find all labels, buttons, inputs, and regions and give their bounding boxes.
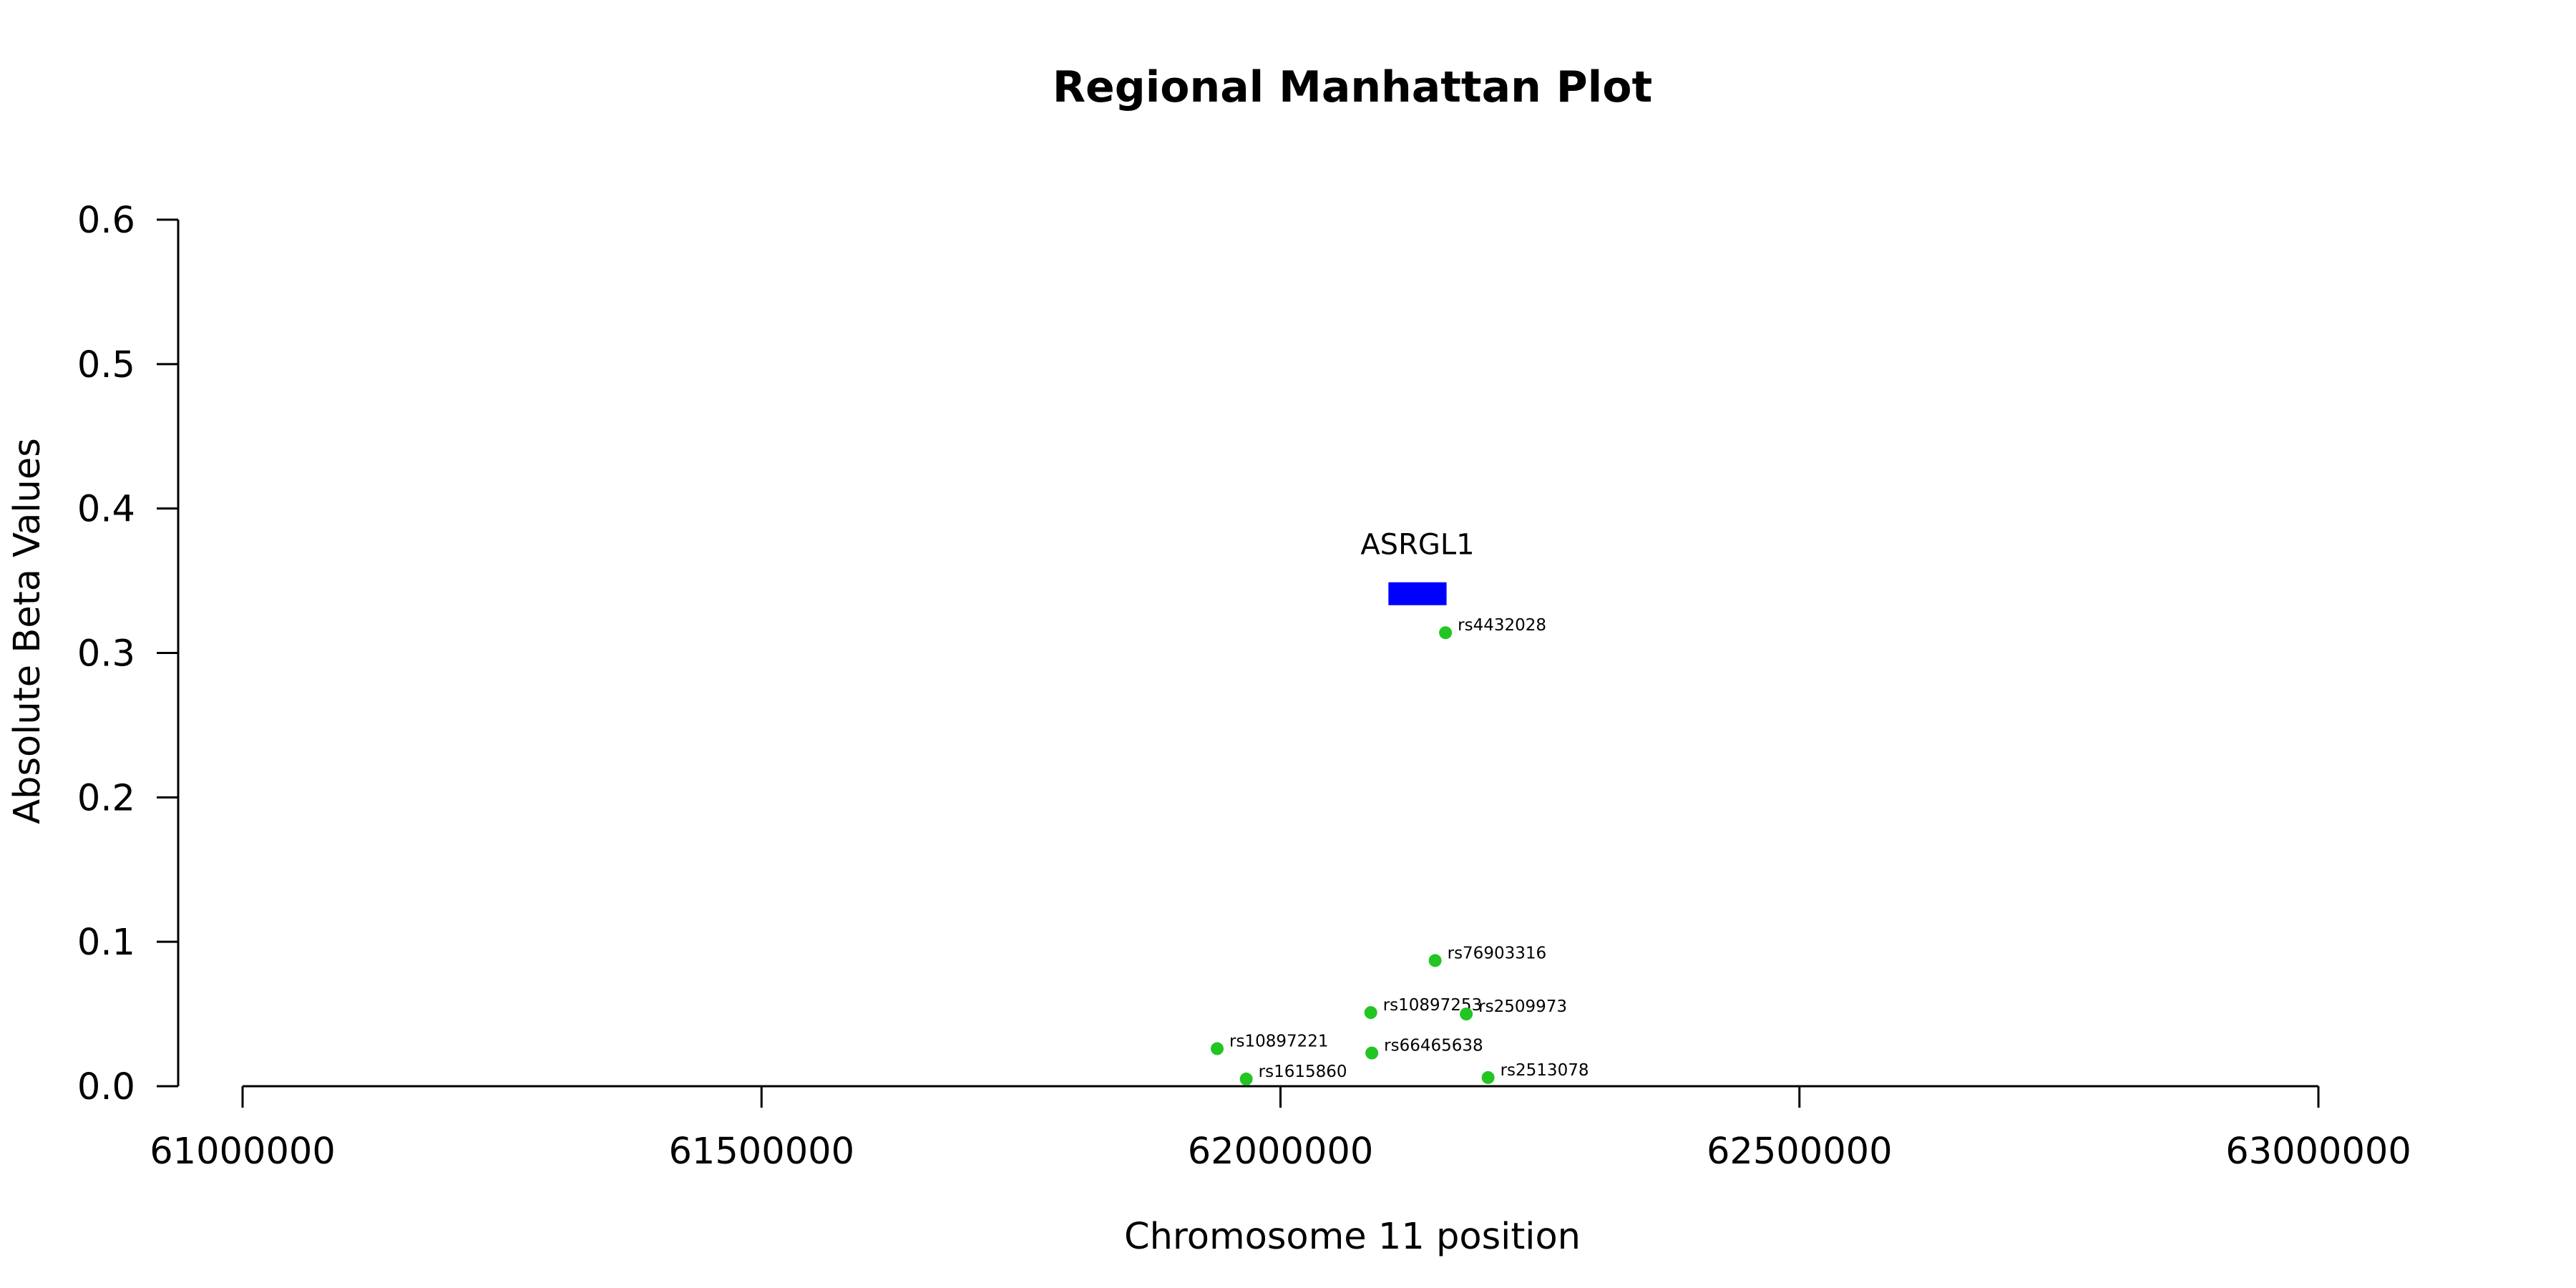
snp-point: [1211, 1042, 1224, 1055]
gene-track: ASRGL1: [1360, 529, 1475, 605]
chart-title: Regional Manhattan Plot: [1053, 62, 1652, 112]
snp-label: rs2509973: [1478, 997, 1567, 1016]
snp-label: rs4432028: [1458, 616, 1546, 635]
x-axis-label: Chromosome 11 position: [1124, 1216, 1581, 1258]
snp-label: rs1615860: [1259, 1063, 1347, 1081]
x-tick-label: 61000000: [150, 1131, 336, 1173]
snp-label: rs10897221: [1229, 1033, 1329, 1051]
snp-point: [1239, 1072, 1253, 1085]
y-tick-label: 0.5: [77, 344, 135, 386]
gene-bar: [1388, 582, 1447, 605]
y-axis: 0.0 0.1 0.2 0.3 0.4 0.5 0.6: [77, 200, 180, 1108]
snp-label: rs66465638: [1384, 1037, 1483, 1055]
x-tick-label: 62000000: [1188, 1131, 1374, 1173]
y-tick-label: 0.6: [77, 200, 135, 242]
snp-point: [1428, 954, 1442, 967]
y-tick-label: 0.4: [77, 489, 135, 531]
snp-label: rs2513078: [1501, 1061, 1589, 1080]
y-axis-label: Absolute Beta Values: [6, 438, 49, 824]
x-axis: 61000000 61500000 62000000 62500000 63000000: [150, 1085, 2411, 1173]
snp-point: [1460, 1008, 1473, 1021]
snp-label: rs76903316: [1448, 944, 1547, 962]
y-tick-label: 0.3: [77, 633, 135, 675]
gene-label: ASRGL1: [1360, 529, 1474, 562]
x-tick-label: 61500000: [668, 1131, 854, 1173]
y-tick-label: 0.1: [77, 922, 135, 964]
snp-point: [1481, 1070, 1495, 1084]
snp-point: [1364, 1006, 1377, 1020]
x-tick-label: 62500000: [1707, 1131, 1893, 1173]
x-tick-label: 63000000: [2225, 1131, 2411, 1173]
snp-point: [1365, 1046, 1379, 1060]
snp-points: rs4432028rs76903316rs10897253rs2509973rs…: [1211, 616, 1589, 1085]
y-tick-label: 0.2: [77, 777, 135, 819]
snp-point: [1439, 626, 1453, 640]
y-tick-label: 0.0: [77, 1066, 135, 1108]
